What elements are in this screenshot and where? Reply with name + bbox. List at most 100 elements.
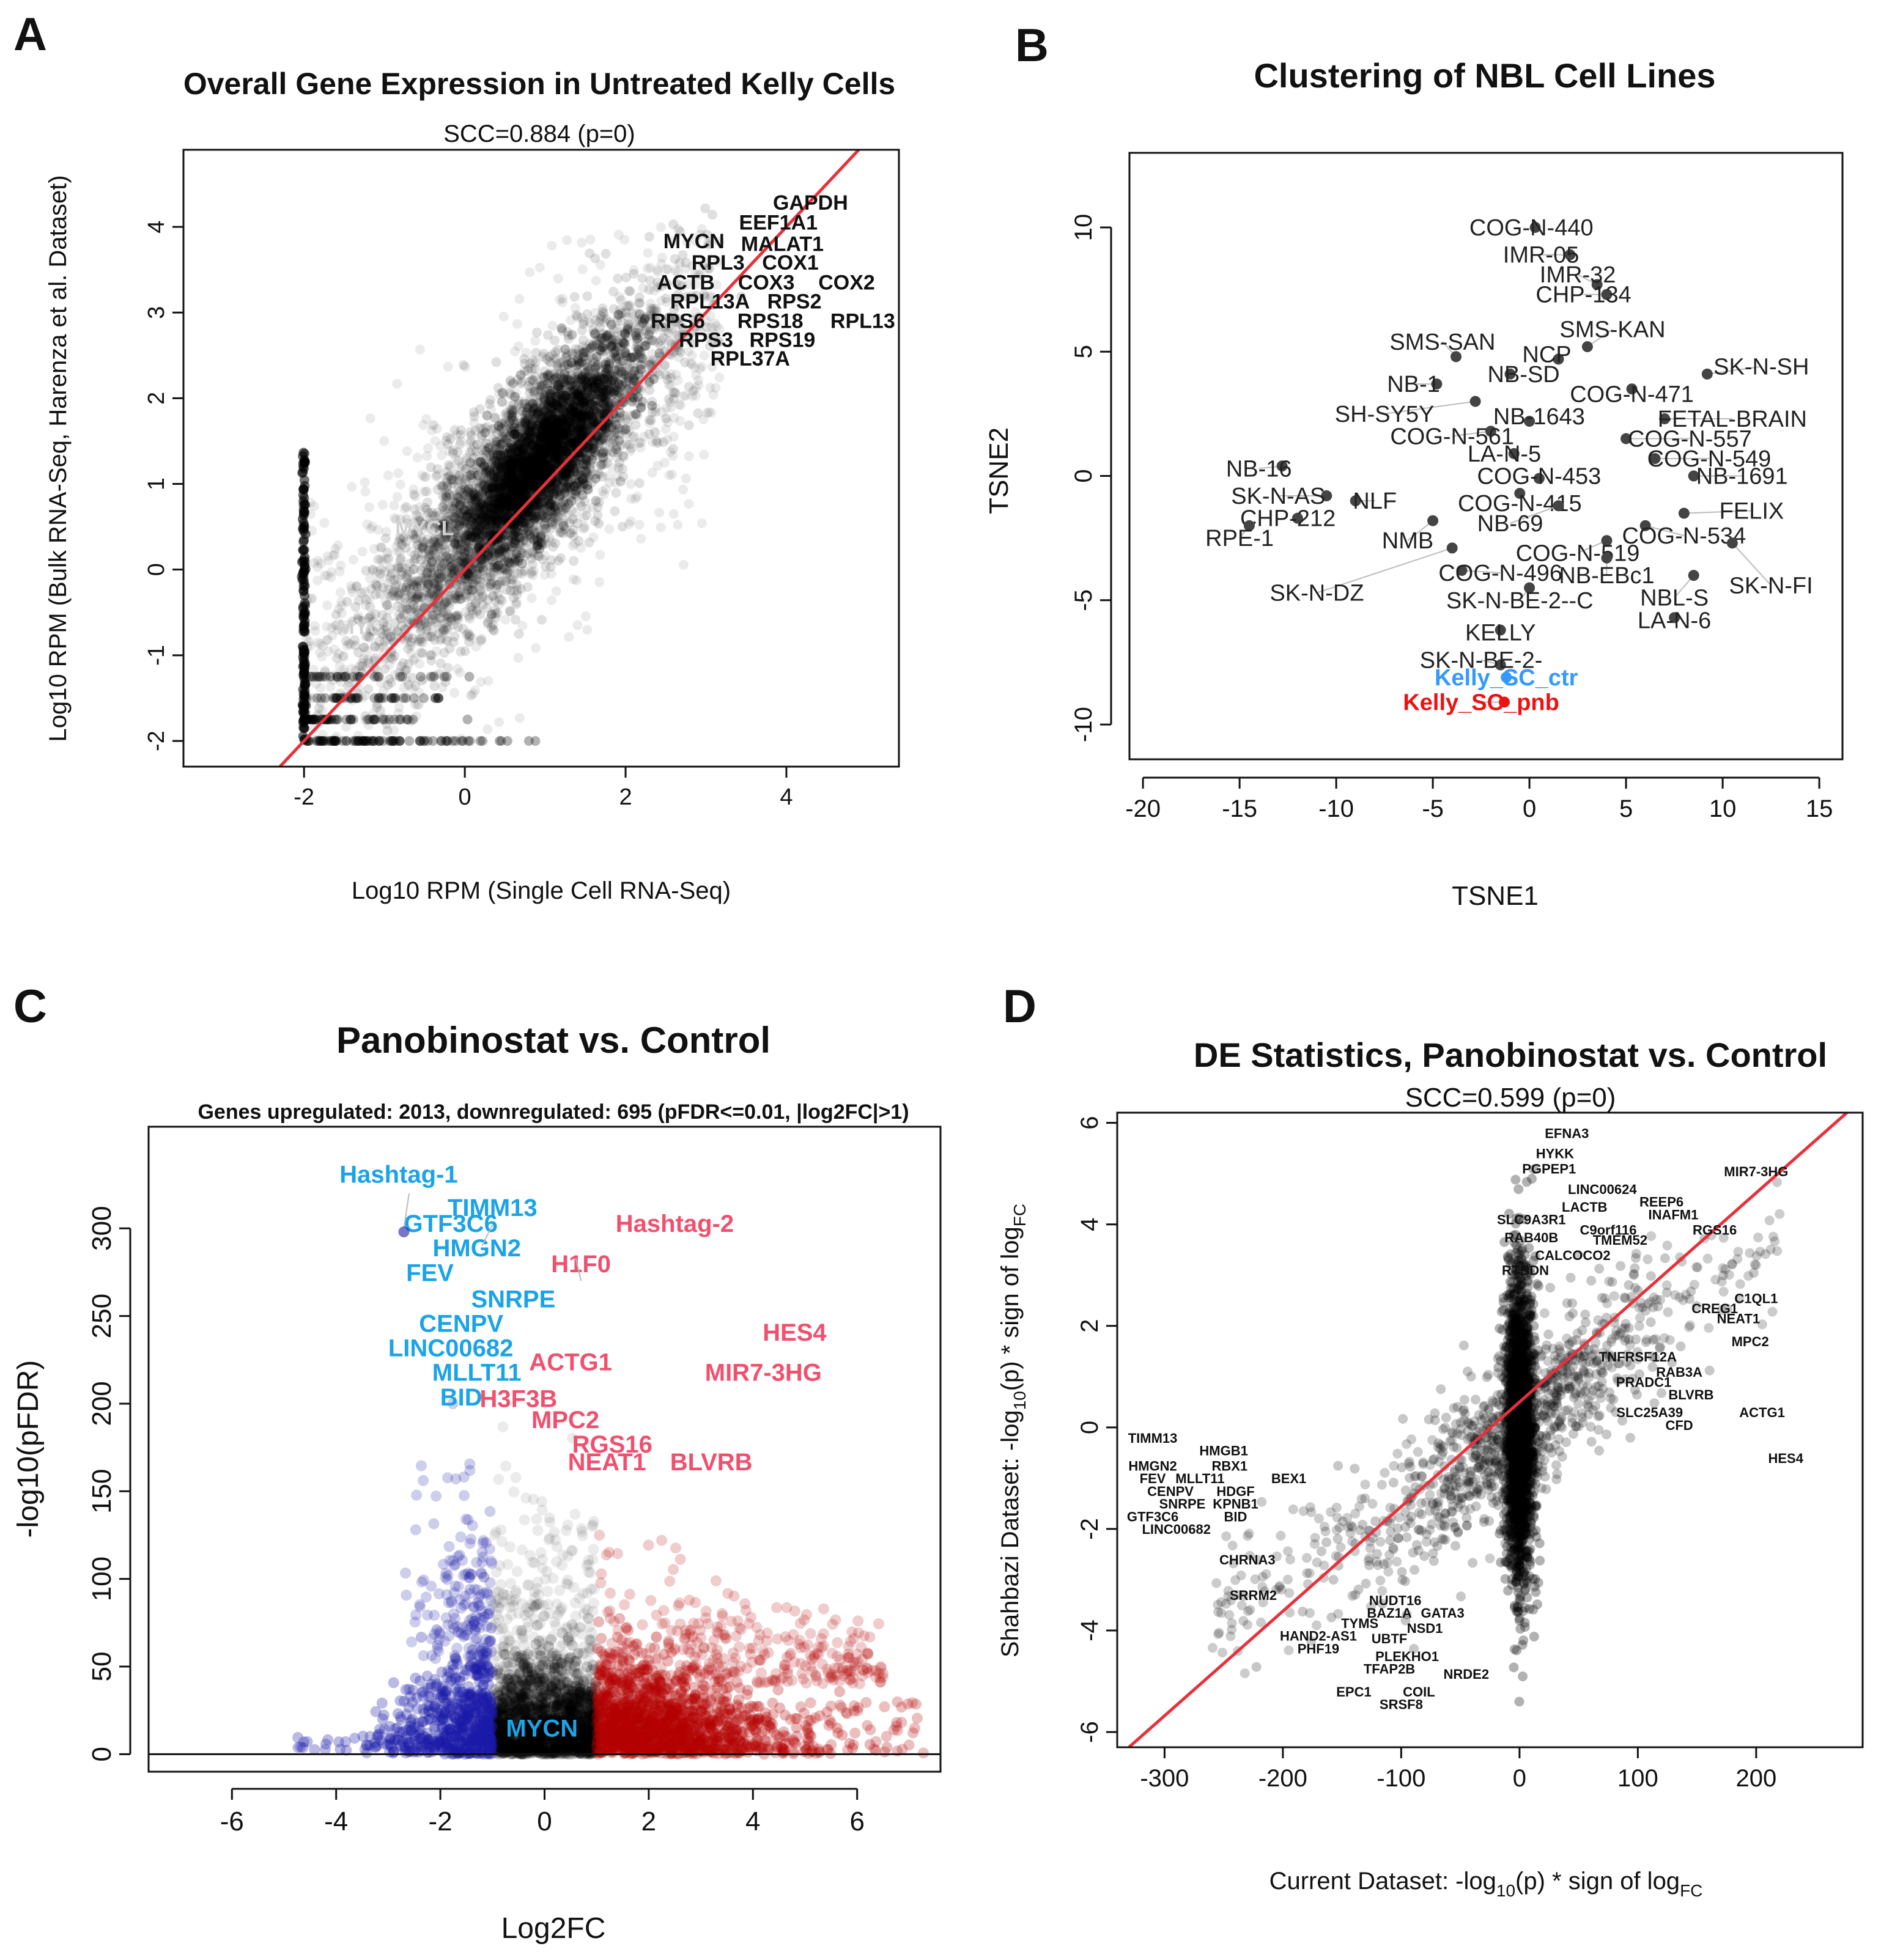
- data-point: [545, 392, 555, 402]
- data-point: [500, 576, 511, 586]
- data-point: [635, 443, 646, 453]
- data-point: [491, 357, 501, 367]
- data-point: [662, 435, 673, 444]
- data-point: [497, 595, 507, 606]
- data-point: [481, 512, 491, 521]
- data-point: [565, 424, 575, 434]
- data-point: [528, 355, 538, 366]
- data-point: [695, 364, 705, 374]
- data-point: [468, 688, 478, 699]
- data-point: [469, 468, 479, 478]
- data-point: [515, 493, 526, 503]
- data-point: [632, 409, 642, 419]
- data-point: [630, 370, 640, 380]
- data-point: [553, 512, 563, 522]
- data-point: [568, 574, 578, 584]
- data-point: [702, 408, 712, 418]
- data-point: [389, 586, 399, 596]
- data-point: [523, 414, 533, 424]
- data-point: [567, 435, 577, 446]
- data-point: [446, 474, 457, 485]
- data-point: [457, 515, 468, 526]
- data-point: [555, 474, 565, 485]
- data-point: [490, 413, 501, 423]
- data-point: [514, 629, 524, 639]
- data-point: [523, 413, 533, 423]
- data-point: [513, 399, 523, 410]
- data-point: [607, 463, 618, 473]
- data-point: [526, 467, 536, 477]
- data-point: [527, 476, 537, 486]
- data-point: [467, 496, 478, 507]
- data-point: [478, 487, 488, 497]
- data-point: [605, 339, 615, 349]
- data-point: [493, 383, 503, 393]
- panel-letter-c: C: [13, 981, 47, 1033]
- data-point: [431, 540, 440, 550]
- data-point: [550, 372, 561, 382]
- data-point: [507, 404, 517, 414]
- data-point: [613, 273, 623, 284]
- data-point: [618, 451, 629, 462]
- data-point: [415, 589, 424, 599]
- data-point: [714, 372, 725, 383]
- data-point: [519, 437, 528, 448]
- data-point: [487, 511, 498, 521]
- data-point: [614, 292, 624, 302]
- data-point: [514, 463, 525, 473]
- data-point: [500, 614, 511, 625]
- data-point: [451, 588, 462, 599]
- data-point: [449, 632, 460, 641]
- data-point: [413, 591, 423, 602]
- data-point: [546, 481, 556, 492]
- data-point: [506, 530, 515, 540]
- data-point: [547, 240, 557, 251]
- data-point: [495, 577, 506, 588]
- data-point: [504, 489, 515, 499]
- data-point: [415, 344, 425, 355]
- data-point: [479, 565, 489, 575]
- data-point: [613, 309, 624, 320]
- data-point: [556, 323, 567, 333]
- data-point: [542, 461, 553, 471]
- data-point: [536, 529, 547, 539]
- data-point: [544, 370, 555, 381]
- data-point: [514, 293, 525, 304]
- data-point: [578, 473, 588, 484]
- data-point: [326, 572, 336, 583]
- data-point: [668, 509, 679, 519]
- data-point: [661, 413, 671, 424]
- data-point: [508, 451, 519, 462]
- data-point: [572, 620, 583, 630]
- data-point: [544, 395, 555, 405]
- data-point: [427, 426, 437, 436]
- data-point: [489, 500, 499, 510]
- data-point: [592, 395, 602, 405]
- data-point: [437, 566, 447, 577]
- data-point: [518, 455, 528, 465]
- data-point: [416, 572, 427, 583]
- data-point: [702, 229, 712, 240]
- data-point: [490, 456, 500, 466]
- data-point: [482, 410, 492, 421]
- data-point: [645, 385, 655, 396]
- data-point: [486, 572, 496, 582]
- data-point: [395, 479, 405, 490]
- data-point: [421, 414, 432, 424]
- data-point: [410, 492, 420, 502]
- panel-letter-b: B: [1015, 20, 1049, 72]
- data-point: [504, 416, 515, 426]
- data-point: [662, 374, 673, 385]
- data-point: [472, 513, 482, 523]
- data-point: [539, 466, 549, 476]
- data-point: [542, 492, 553, 502]
- data-point: [413, 589, 423, 600]
- data-point: [645, 262, 656, 273]
- data-point: [507, 525, 517, 536]
- data-point: [530, 336, 541, 346]
- data-point: [348, 554, 358, 565]
- data-point: [497, 483, 507, 493]
- data-point: [322, 600, 333, 611]
- data-point: [647, 304, 657, 314]
- data-point: [532, 451, 542, 462]
